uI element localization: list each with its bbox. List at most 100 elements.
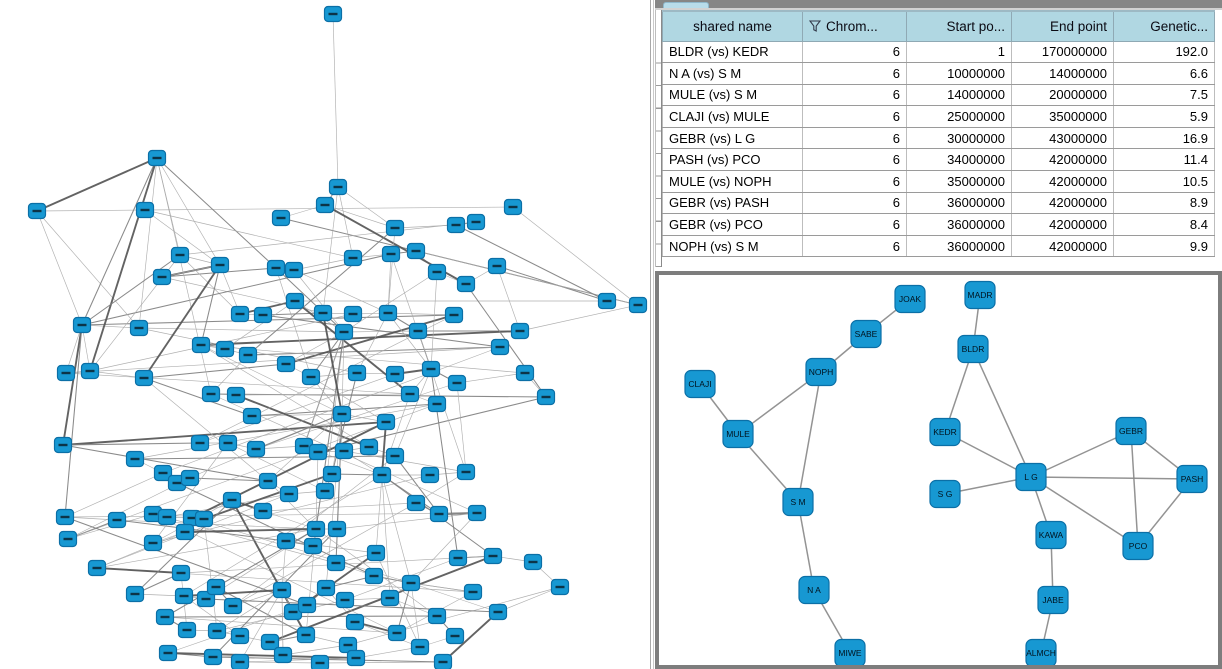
network-edge[interactable] [152, 442, 229, 544]
network-node[interactable] [328, 178, 348, 196]
network-node[interactable] [334, 323, 354, 341]
network-edge[interactable] [410, 582, 421, 648]
network-edge[interactable] [143, 264, 221, 379]
network-edge[interactable] [262, 314, 501, 348]
table-cell[interactable]: 20000000 [1011, 84, 1114, 107]
table-cell[interactable]: BLDR (vs) KEDR [662, 41, 803, 64]
network-node[interactable] [628, 296, 648, 314]
network-node[interactable] [276, 532, 296, 550]
network-node[interactable] [276, 355, 296, 373]
network-node[interactable] [27, 202, 47, 220]
table-cell[interactable]: 30000000 [906, 127, 1012, 150]
network-edge[interactable] [203, 518, 218, 632]
network-edge[interactable] [337, 186, 354, 259]
table-cell[interactable]: 6 [802, 148, 907, 172]
network-edge[interactable] [189, 477, 269, 482]
network-node[interactable] [238, 346, 258, 364]
network-edge[interactable] [64, 324, 83, 518]
network-edge[interactable] [324, 204, 396, 229]
network-node[interactable] [343, 305, 363, 323]
network-node[interactable] [310, 654, 330, 669]
network-node[interactable] [406, 494, 426, 512]
network-edge[interactable] [81, 253, 392, 326]
network-edge[interactable] [285, 331, 345, 365]
network-edge[interactable] [62, 444, 269, 482]
network-node[interactable] [366, 544, 386, 562]
network-edge[interactable] [293, 269, 345, 333]
network-edge[interactable] [219, 264, 241, 315]
network-edge[interactable] [96, 567, 182, 574]
network-edge[interactable] [797, 371, 822, 503]
table-cell[interactable]: 42000000 [1011, 213, 1114, 236]
network-node[interactable] [297, 596, 317, 614]
network-node[interactable] [56, 364, 76, 382]
network-edge[interactable] [247, 346, 501, 356]
table-cell[interactable]: MULE (vs) S M [662, 84, 803, 107]
table-cell[interactable]: 6 [802, 62, 907, 85]
table-cell[interactable]: 42000000 [1011, 170, 1114, 193]
network-node[interactable] [87, 559, 107, 577]
network-node[interactable]: MULE [722, 419, 754, 449]
network-node[interactable] [135, 201, 155, 219]
table-cell[interactable]: 16.9 [1113, 127, 1215, 150]
network-edge[interactable] [143, 377, 253, 417]
table-row[interactable]: GEBR (vs) PCO 6 36000000 42000000 8.4 [662, 213, 1215, 236]
network-node[interactable] [158, 644, 178, 662]
network-node[interactable] [335, 591, 355, 609]
table-cell[interactable]: 6 [802, 213, 907, 236]
network-node[interactable] [427, 395, 447, 413]
network-edge[interactable] [62, 442, 201, 446]
table-cell[interactable]: 7.5 [1113, 84, 1215, 107]
network-node[interactable] [246, 440, 266, 458]
network-edge[interactable] [224, 300, 296, 350]
network-node[interactable] [536, 388, 556, 406]
network-node[interactable] [203, 648, 223, 666]
network-node[interactable] [143, 505, 163, 523]
network-node[interactable] [347, 364, 367, 382]
network-edge[interactable] [455, 224, 608, 302]
network-node[interactable] [346, 649, 366, 667]
network-edge[interactable] [344, 557, 459, 601]
network-node[interactable] [550, 578, 570, 596]
network-node[interactable] [447, 374, 467, 392]
network-edge[interactable] [1030, 430, 1132, 478]
table-row[interactable]: N A (vs) S M 6 10000000 14000000 6.6 [662, 62, 1215, 85]
network-edge[interactable] [184, 528, 317, 533]
network-node[interactable]: NOPH [805, 357, 837, 387]
network-node[interactable] [421, 360, 441, 378]
network-node[interactable] [345, 613, 365, 631]
network-node[interactable]: JOAK [894, 284, 926, 314]
network-edge[interactable] [335, 413, 343, 564]
network-node[interactable]: PASH [1176, 464, 1208, 494]
network-node[interactable] [467, 504, 487, 522]
network-node[interactable] [597, 292, 617, 310]
network-edge[interactable] [293, 269, 389, 314]
network-edge[interactable] [81, 324, 140, 329]
network-node[interactable] [279, 485, 299, 503]
network-edge[interactable] [387, 312, 455, 316]
network-edge[interactable] [89, 157, 158, 372]
network-node[interactable] [58, 530, 78, 548]
network-node[interactable] [359, 438, 379, 456]
table-cell[interactable]: 36000000 [906, 235, 1012, 258]
network-node[interactable]: CLAJI [684, 369, 716, 399]
network-edge[interactable] [336, 512, 478, 530]
network-node[interactable]: ALMCH [1025, 638, 1057, 666]
table-cell[interactable]: 8.4 [1113, 213, 1215, 236]
network-node[interactable] [72, 316, 92, 334]
network-edge[interactable] [394, 368, 432, 457]
network-node[interactable] [401, 574, 421, 592]
network-node[interactable] [125, 585, 145, 603]
network-node[interactable] [326, 554, 346, 572]
network-edge[interactable] [337, 186, 396, 229]
network-node[interactable] [153, 464, 173, 482]
network-node[interactable] [107, 511, 127, 529]
network-edge[interactable] [381, 474, 412, 584]
network-edge[interactable] [496, 265, 608, 302]
network-edge[interactable] [247, 227, 396, 356]
network-edge[interactable] [381, 474, 391, 599]
network-edge[interactable] [797, 501, 815, 591]
network-node[interactable] [272, 581, 292, 599]
network-node[interactable] [230, 305, 250, 323]
network-node[interactable] [301, 368, 321, 386]
